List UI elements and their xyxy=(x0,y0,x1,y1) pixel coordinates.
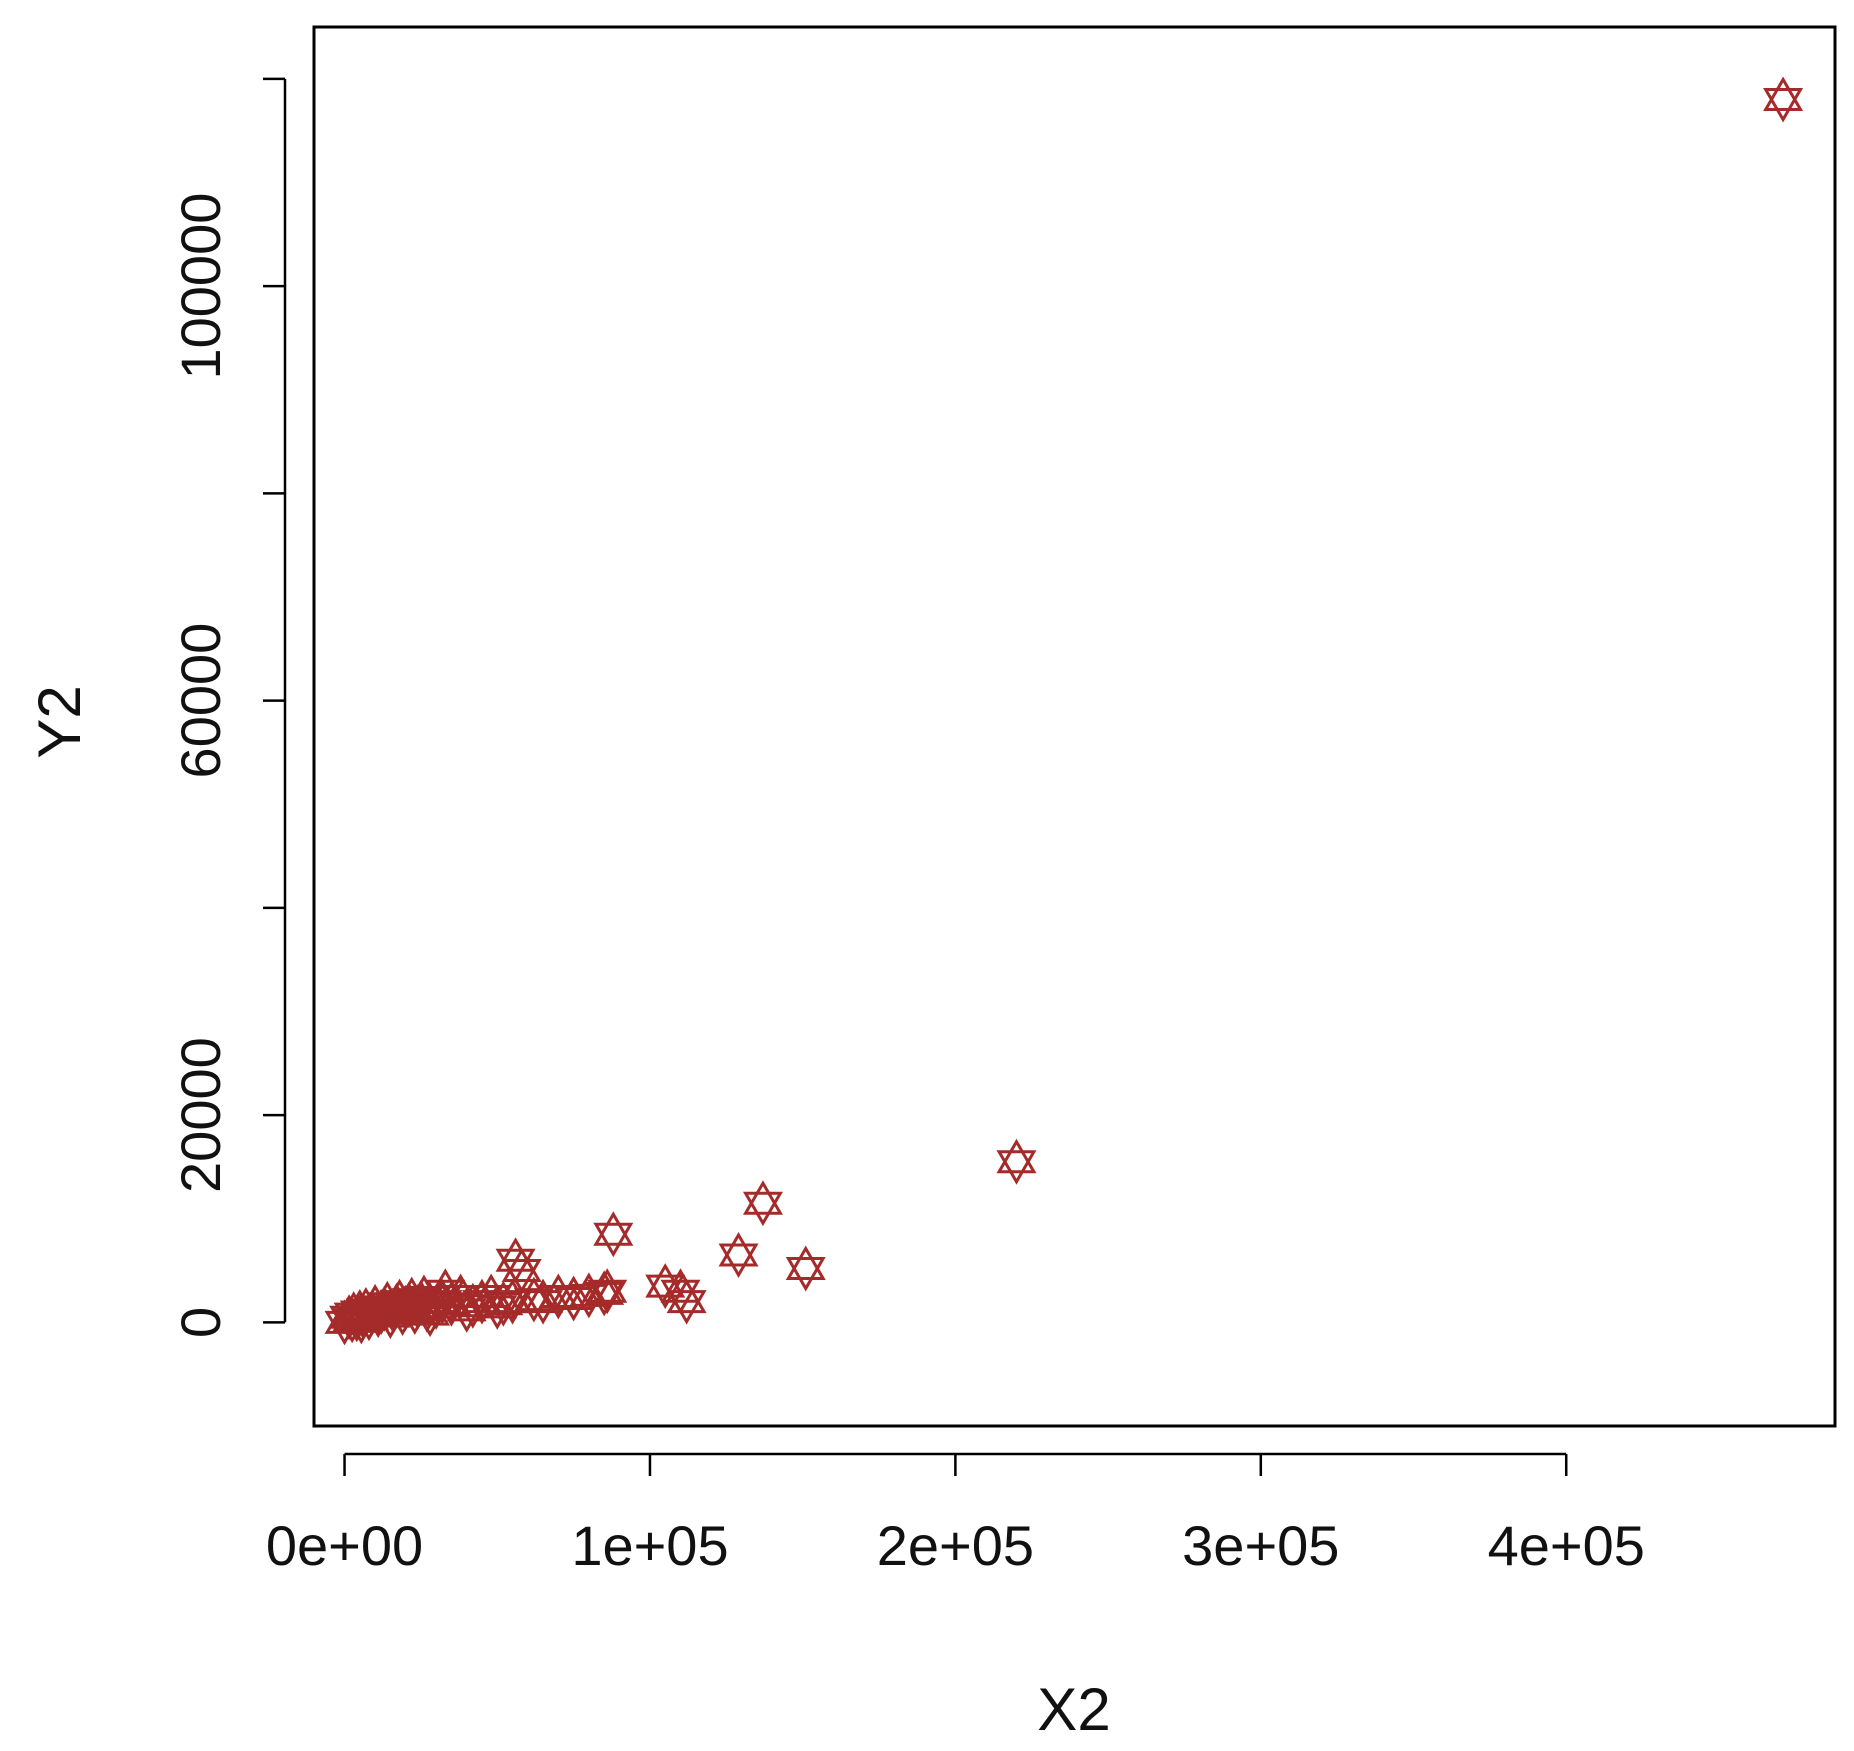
y-tick-label: 20000 xyxy=(169,1037,232,1193)
data-point xyxy=(666,1278,707,1325)
data-point xyxy=(785,1245,826,1292)
data-points xyxy=(324,76,1804,1346)
x-axis: 0e+00 1e+05 2e+05 3e+05 4e+05 xyxy=(266,1452,1645,1577)
data-point xyxy=(1763,76,1804,123)
x-tick-label: 3e+05 xyxy=(1182,1514,1339,1577)
plot-frame xyxy=(312,25,1837,1428)
x-tick-label: 1e+05 xyxy=(571,1514,728,1577)
data-point xyxy=(996,1138,1037,1185)
data-point xyxy=(718,1232,759,1279)
y-axis-title: Y2 xyxy=(26,685,93,758)
data-point xyxy=(587,1268,628,1315)
y-axis: 0 20000 60000 100000 xyxy=(169,77,287,1338)
data-point xyxy=(593,1211,634,1258)
y-tick-label: 0 xyxy=(169,1307,232,1338)
y-tick-label: 60000 xyxy=(169,623,232,779)
data-point xyxy=(742,1180,783,1227)
x-tick-label: 0e+00 xyxy=(266,1514,423,1577)
x-tick-label: 2e+05 xyxy=(877,1514,1034,1577)
data-point xyxy=(501,1247,542,1294)
y-tick-label: 100000 xyxy=(169,193,232,380)
data-point xyxy=(483,1280,524,1327)
x-tick-label: 4e+05 xyxy=(1488,1514,1645,1577)
x-axis-title: X2 xyxy=(1037,1676,1110,1743)
